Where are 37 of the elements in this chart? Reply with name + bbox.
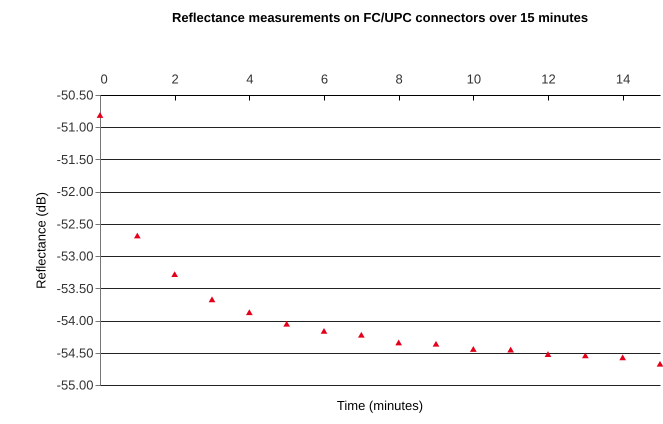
x-tick-label: 10: [466, 72, 482, 86]
x-tick-label: 8: [396, 72, 403, 86]
y-tick-label: -51.00: [56, 120, 94, 135]
x-axis-title: Time (minutes): [336, 398, 424, 413]
point: [507, 346, 514, 352]
x-tick-label: 12: [541, 72, 556, 86]
point: [544, 351, 552, 357]
x-tick-label: 4: [246, 72, 254, 86]
point: [171, 271, 178, 278]
y-tick-label: -54.00: [56, 313, 94, 328]
point: [395, 340, 402, 346]
x-tick-label: 2: [172, 72, 179, 86]
y-axis-title: Reflectance (dB): [34, 192, 49, 289]
point: [283, 320, 290, 327]
y-tick-label: -54.50: [56, 345, 94, 360]
y-tick-label: -53.00: [56, 248, 94, 264]
point: [134, 232, 141, 238]
point: [96, 112, 104, 118]
x-tick-label: 6: [320, 72, 328, 86]
point: [432, 340, 440, 347]
chart-title: Reflectance measurements on FC/UPC connectors over 15 minutes: [172, 10, 588, 25]
x-tick-label: 14: [616, 72, 630, 86]
point: [656, 360, 663, 367]
point: [208, 296, 216, 302]
y-tick-label: -50.50: [56, 88, 94, 102]
point: [320, 328, 328, 334]
point: [619, 354, 626, 360]
y-tick-label: -53.50: [56, 280, 94, 296]
x-tick-label: 0: [100, 72, 108, 86]
y-tick-label: -51.50: [56, 152, 94, 167]
point: [358, 332, 365, 338]
point: [470, 346, 477, 352]
y-tick-label: -55.00: [56, 378, 94, 392]
y-tick-label: -52.00: [56, 184, 94, 200]
point: [582, 352, 589, 358]
point: [246, 309, 253, 316]
y-tick-label: -52.50: [56, 216, 94, 232]
